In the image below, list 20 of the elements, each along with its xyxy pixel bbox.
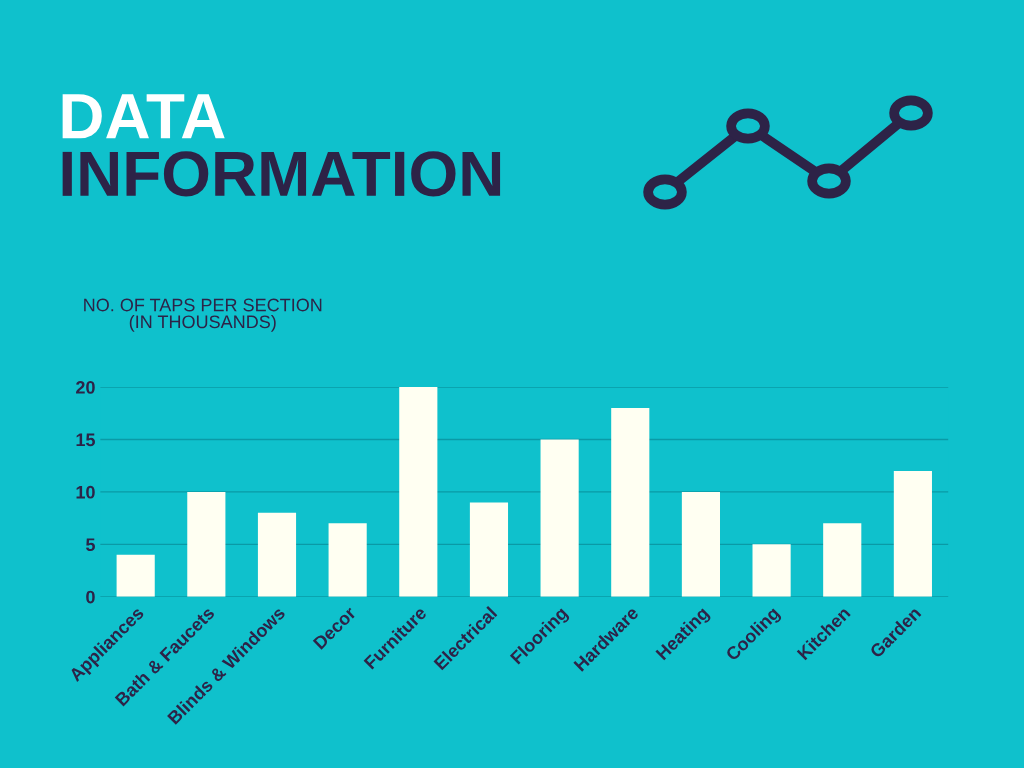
y-tick-label: 10 <box>76 485 95 499</box>
bar <box>328 523 367 597</box>
bar <box>752 544 791 597</box>
y-axis-title: NO. OF TAPS PER SECTION (IN THOUSANDS) <box>84 298 322 332</box>
bar <box>187 491 226 597</box>
bar <box>823 523 862 597</box>
bar <box>611 408 650 597</box>
y-tick-label: 5 <box>86 538 95 552</box>
chart-subtitle: INFORMATION <box>62 151 501 197</box>
bar <box>257 512 297 597</box>
bar <box>540 439 579 597</box>
bar <box>399 387 438 597</box>
bar <box>469 502 509 597</box>
y-tick-label: 0 <box>86 590 95 604</box>
bar <box>681 491 721 597</box>
bar <box>893 470 932 597</box>
chart-title: DATA <box>62 94 225 139</box>
bar <box>116 554 155 597</box>
y-tick-label: 15 <box>76 433 95 447</box>
y-tick-label: 20 <box>76 381 95 394</box>
